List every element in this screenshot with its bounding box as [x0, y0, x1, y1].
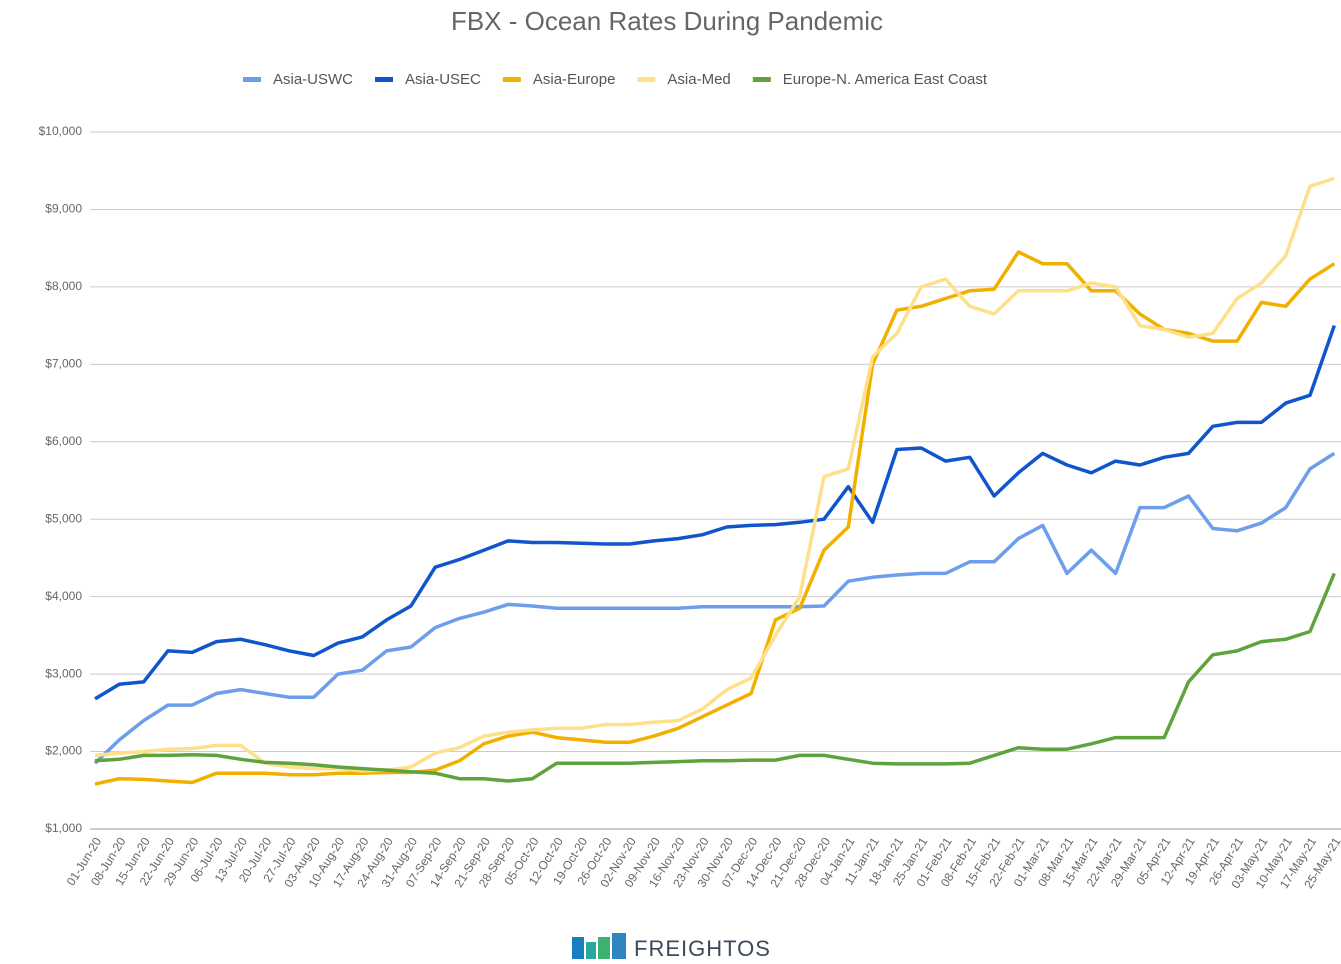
y-tick-label: $8,000 — [45, 279, 82, 293]
y-tick-label: $6,000 — [45, 434, 82, 448]
series-line — [94, 176, 1335, 773]
y-tick-label: $3,000 — [45, 666, 82, 680]
y-tick-label: $1,000 — [45, 821, 82, 835]
y-tick-label: $10,000 — [39, 124, 83, 138]
series-line — [94, 250, 1336, 786]
legend-label: Asia-USEC — [405, 71, 481, 88]
y-tick-label: $7,000 — [45, 357, 82, 371]
legend-label: Asia-Europe — [533, 71, 616, 88]
y-tick-label: $9,000 — [45, 202, 82, 216]
y-tick-label: $2,000 — [45, 744, 82, 758]
series-line — [94, 325, 1336, 701]
legend-swatch — [502, 77, 521, 82]
chart-title: FBX - Ocean Rates During Pandemic — [451, 6, 883, 36]
footer-logo-text: FREIGHTOS — [634, 936, 771, 961]
legend-label: Asia-Med — [667, 71, 730, 88]
legend-swatch — [637, 77, 656, 82]
logo — [572, 933, 626, 959]
legend-label: Asia-USWC — [273, 71, 353, 88]
y-tick-label: $5,000 — [45, 511, 82, 525]
series-line — [93, 451, 1336, 765]
y-tick-label: $4,000 — [45, 589, 82, 603]
series-line — [94, 572, 1336, 783]
legend-swatch — [243, 77, 261, 82]
legend-label: Europe-N. America East Coast — [783, 71, 988, 88]
legend-swatch — [375, 77, 394, 82]
legend-swatch — [752, 77, 771, 82]
